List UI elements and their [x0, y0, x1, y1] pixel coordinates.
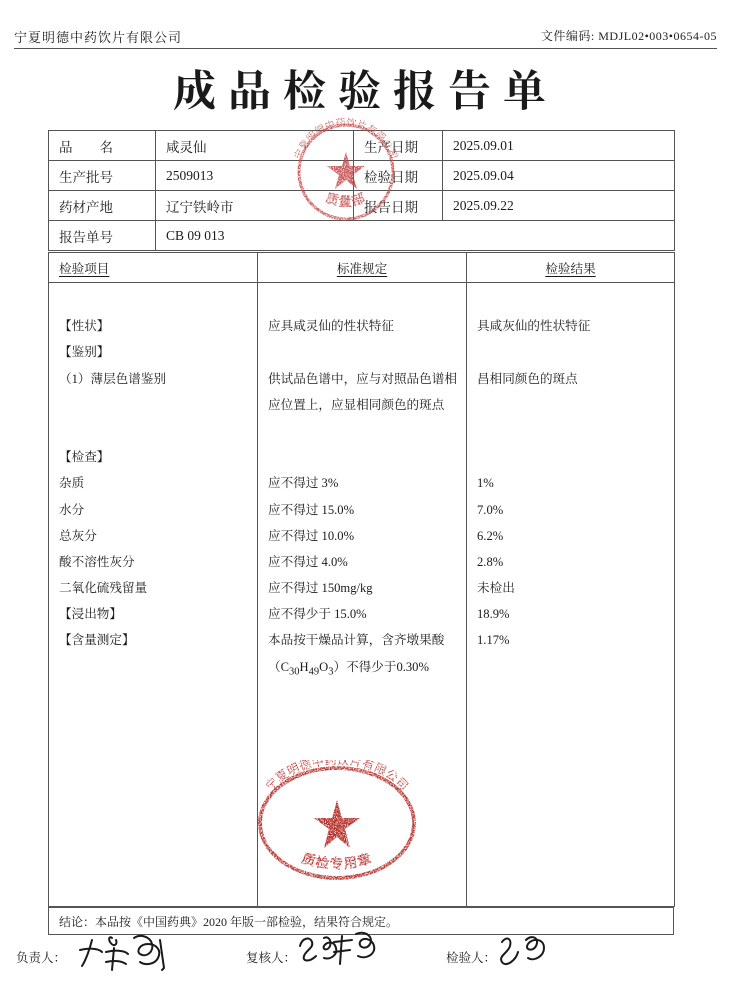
svg-text:质量部: 质量部 [324, 190, 368, 209]
svg-text:宁夏明德中药饮片有限公司: 宁夏明德中药饮片有限公司 [291, 116, 399, 161]
svg-text:质检专用章: 质检专用章 [300, 850, 374, 872]
svg-text:宁夏明德中药饮片有限公司: 宁夏明德中药饮片有限公司 [262, 760, 411, 793]
